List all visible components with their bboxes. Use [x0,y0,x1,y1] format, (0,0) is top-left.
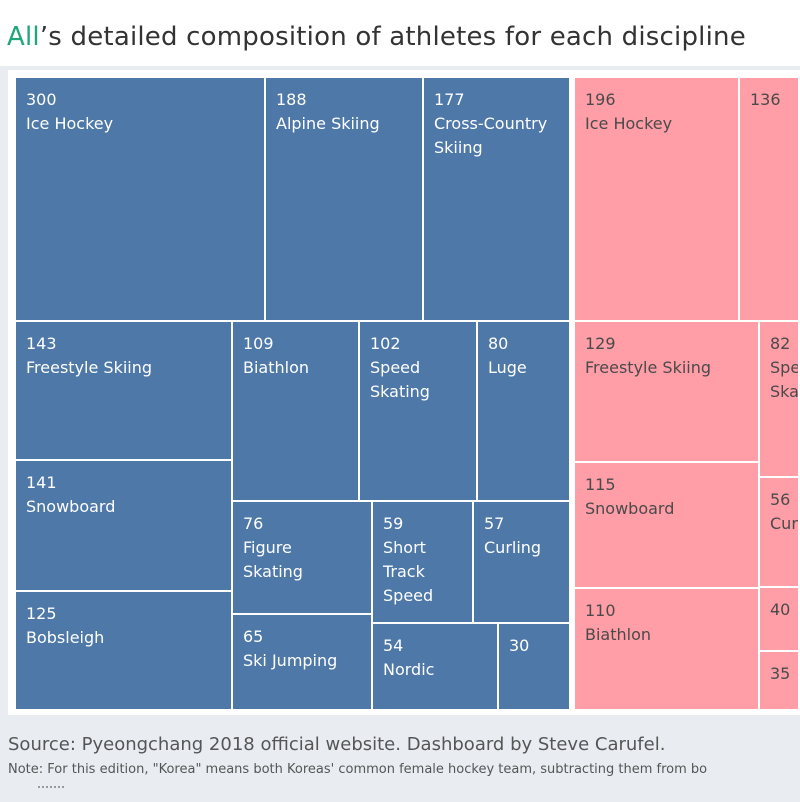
treemap-tile[interactable]: 40 [760,588,800,652]
tile-value: 129 [585,334,616,353]
tile-label: Ice Hockey [26,114,114,133]
treemap-tile[interactable]: 125 Bobsleigh [16,592,233,711]
tile-label: Snowboard [26,497,116,516]
tile-label: Biathlon [585,625,652,644]
tile-value: 59 [383,514,404,533]
tile-label: Freestyle Skiing [585,358,712,377]
tile-value: 80 [488,334,509,353]
treemap-tile[interactable]: 177 Cross-Country Skiing [424,78,571,322]
tile-value: 115 [585,475,616,494]
treemap-tile[interactable]: 65 Ski Jumping [233,615,373,711]
tile-label: Bobsleigh [26,628,105,647]
treemap-tile[interactable]: 102 Speed Skating [360,322,478,502]
note-text: Note: For this edition, "Korea" means bo… [8,762,708,777]
tile-value: 300 [26,90,57,109]
treemap-tile[interactable]: 35 [760,652,800,711]
tile-value: 188 [276,90,307,109]
tile-label: Figure Skating [243,538,303,581]
note-overflow [38,786,64,791]
treemap-tile[interactable]: 196 Ice Hockey [575,78,740,322]
tile-label: Biathlon [243,358,310,377]
treemap-tile[interactable]: 59 Short Track Speed [373,502,474,624]
treemap-tile[interactable]: 76 Figure Skating [233,502,373,615]
chart-title: All’s detailed composition of athletes f… [7,22,746,52]
tile-value: 143 [26,334,57,353]
treemap-tile[interactable]: 136 [740,78,800,322]
tile-value: 30 [509,636,530,655]
tile-value: 136 [750,90,781,109]
treemap-tile[interactable]: 109 Biathlon [233,322,360,502]
source-text: Source: Pyeongchang 2018 official websit… [8,734,666,755]
treemap-tile[interactable]: 82 Spe Ska [760,322,800,478]
treemap-tile[interactable]: 143 Freestyle Skiing [16,322,233,461]
treemap-tile[interactable]: 188 Alpine Skiing [266,78,424,322]
treemap-tile[interactable]: 129 Freestyle Skiing [575,322,760,463]
tile-value: 76 [243,514,264,533]
divider [0,66,800,70]
tile-label: Alpine Skiing [276,114,380,133]
tile-value: 40 [770,600,791,619]
tile-label: Cur [770,514,798,533]
tile-label: Speed Skating [370,358,430,401]
treemap-tile[interactable]: 57 Curling [474,502,571,624]
title-rest: ’s detailed composition of athletes for … [39,22,746,52]
tile-label: Snowboard [585,499,675,518]
tile-value: 56 [770,490,791,509]
treemap-tile[interactable]: 110 Biathlon [575,589,760,711]
tile-label: Freestyle Skiing [26,358,153,377]
treemap-tile[interactable]: 115 Snowboard [575,463,760,589]
tile-label: Cross-Country Skiing [434,114,548,157]
title-highlight: All [7,22,40,52]
treemap-tile[interactable]: 300 Ice Hockey [16,78,266,322]
tile-label: Ski Jumping [243,651,338,670]
tile-value: 125 [26,604,57,623]
treemap-tile[interactable]: 56 Cur [760,478,800,588]
tile-label: Nordic [383,660,435,679]
tile-value: 57 [484,514,505,533]
tile-value: 141 [26,473,57,492]
tile-value: 54 [383,636,404,655]
tile-value: 35 [770,664,791,683]
tile-value: 102 [370,334,401,353]
tile-label: Curling [484,538,542,557]
treemap-tile[interactable]: 80 Luge [478,322,571,502]
treemap-tile[interactable]: 54 Nordic [373,624,499,711]
tile-label: Spe Ska [770,358,800,401]
tile-value: 177 [434,90,465,109]
tile-label: Short Track Speed [383,538,434,605]
tile-label: Ice Hockey [585,114,673,133]
treemap-tile[interactable]: 141 Snowboard [16,461,233,592]
tile-label: Luge [488,358,527,377]
tile-value: 196 [585,90,616,109]
tile-value: 109 [243,334,274,353]
treemap-tiles: 300 Ice Hockey 188 Alpine Skiing 177 Cross-Co… [16,78,800,711]
title-bar: All’s detailed composition of athletes f… [0,0,800,66]
tile-value: 82 [770,334,791,353]
tile-value: 110 [585,601,616,620]
tile-value: 65 [243,627,264,646]
treemap-tile[interactable]: 30 [499,624,571,711]
